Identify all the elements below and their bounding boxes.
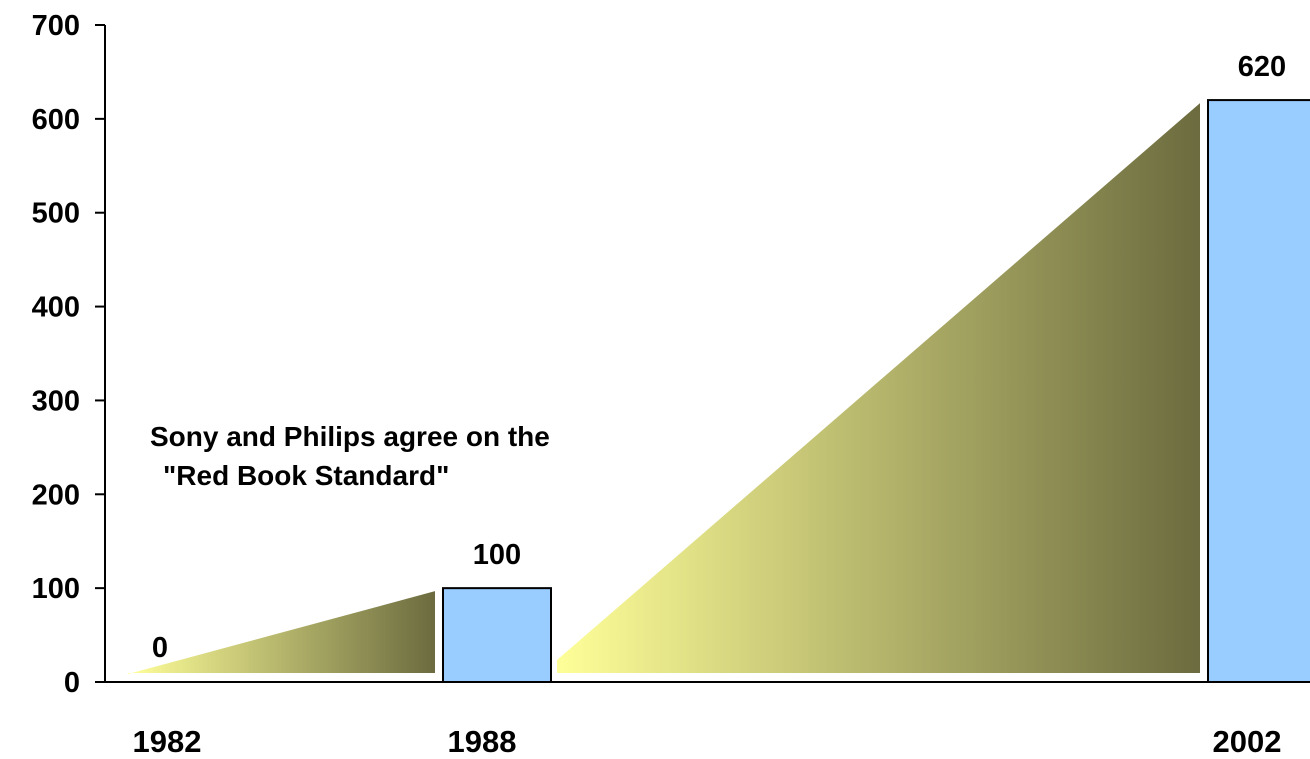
data-label: 100 — [473, 539, 521, 571]
bars — [442, 99, 1310, 684]
y-tick-label: 300 — [32, 385, 80, 417]
x-axis-ticks: 1982 1988 2002 — [133, 724, 1282, 759]
y-tick-label: 700 — [32, 10, 80, 42]
data-label: 0 — [152, 632, 168, 664]
x-tick-label: 1982 — [133, 724, 202, 759]
bar-1988 — [442, 587, 552, 684]
data-labels: 0 100 620 — [152, 51, 1286, 664]
data-label: 620 — [1238, 51, 1286, 83]
y-tick-label: 500 — [32, 198, 80, 230]
axes — [104, 25, 1310, 683]
y-axis-ticks: 0 100 200 300 400 500 600 700 — [32, 10, 105, 699]
y-tick-label: 600 — [32, 104, 80, 136]
annotation-line-1: Sony and Philips agree on the — [150, 421, 550, 452]
y-tick-label: 0 — [64, 667, 80, 699]
y-tick-label: 100 — [32, 573, 80, 605]
x-tick-label: 1988 — [448, 724, 517, 759]
y-tick-label: 400 — [32, 292, 80, 324]
y-tick-label: 200 — [32, 479, 80, 511]
growth-wedge — [557, 103, 1200, 674]
annotation-line-2: "Red Book Standard" — [163, 460, 449, 491]
bar-2002 — [1207, 99, 1310, 684]
x-tick-label: 2002 — [1213, 724, 1282, 759]
growth-wedges — [128, 103, 1200, 674]
growth-wedge — [128, 591, 435, 674]
